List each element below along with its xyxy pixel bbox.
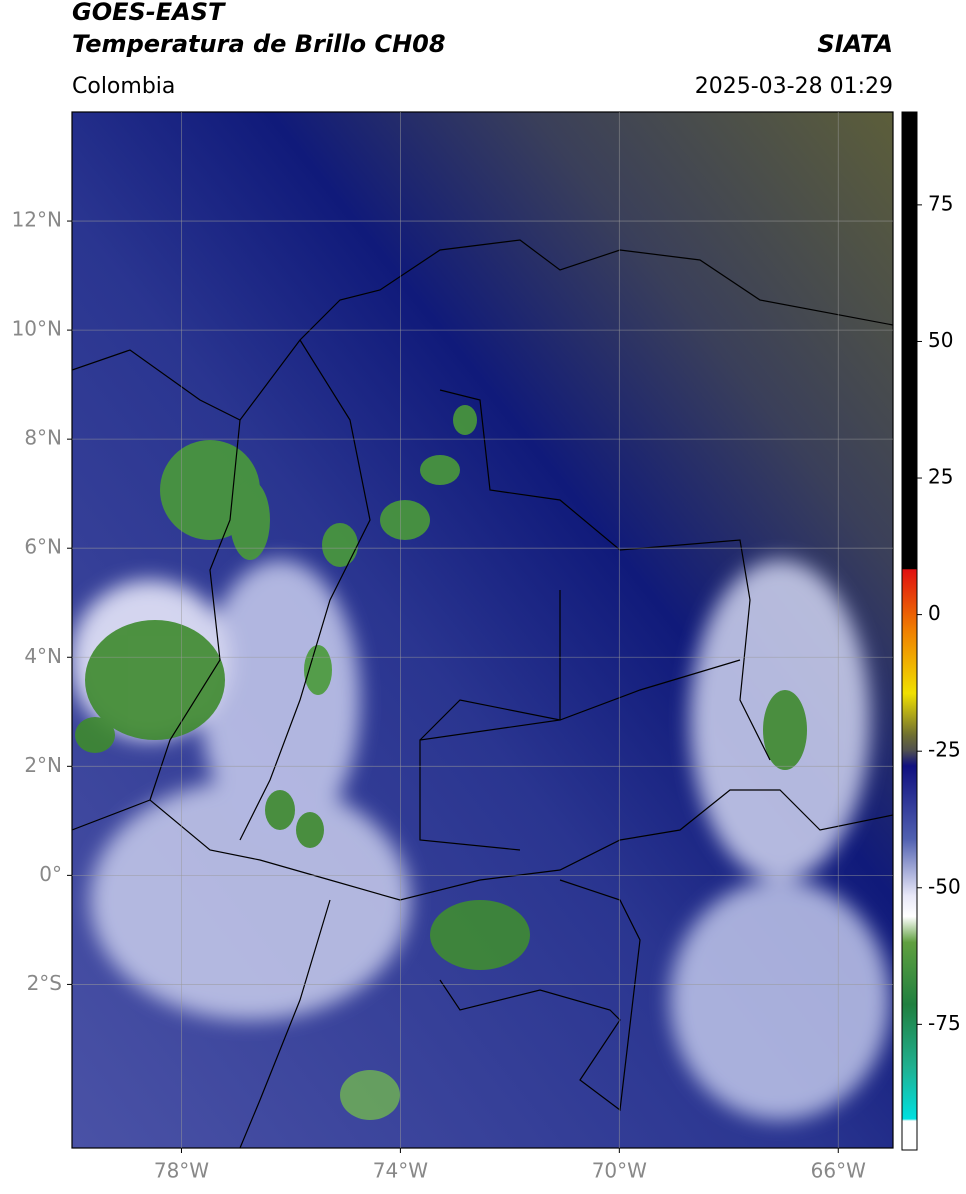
- title: GOES-EAST: [72, 0, 226, 26]
- colorbar-tick-label: 0: [928, 601, 941, 625]
- colorbar-tick-label: -25: [928, 738, 961, 762]
- satellite-image: [72, 112, 893, 1148]
- x-tick-label: 78°W: [154, 1159, 209, 1183]
- y-tick-label: 12°N: [12, 208, 62, 232]
- y-tick-label: 4°N: [24, 644, 62, 668]
- y-tick-label: 2°N: [24, 753, 62, 777]
- colorbar-tick-label: 25: [928, 465, 953, 489]
- colorbar-tick-label: -75: [928, 1011, 961, 1035]
- source: SIATA: [817, 30, 893, 58]
- subtitle: Temperatura de Brillo CH08: [72, 30, 446, 58]
- datetime: 2025-03-28 01:29: [695, 74, 893, 99]
- y-tick-label: 6°N: [24, 535, 62, 559]
- x-tick-label: 74°W: [373, 1159, 428, 1183]
- colorbar-tick-label: 75: [928, 191, 953, 215]
- y-tick-label: 0°: [39, 862, 62, 886]
- y-tick-label: 8°N: [24, 426, 62, 450]
- y-tick-label: 10°N: [12, 317, 62, 341]
- y-tick-label: 2°S: [27, 971, 62, 995]
- colorbar: [901, 111, 918, 1151]
- colorbar-tick-label: -50: [928, 874, 961, 898]
- region: Colombia: [72, 74, 175, 99]
- map-frame: [71, 111, 894, 1149]
- x-tick-label: 66°W: [811, 1159, 866, 1183]
- colorbar-tick-label: 50: [928, 328, 953, 352]
- x-tick-label: 70°W: [592, 1159, 647, 1183]
